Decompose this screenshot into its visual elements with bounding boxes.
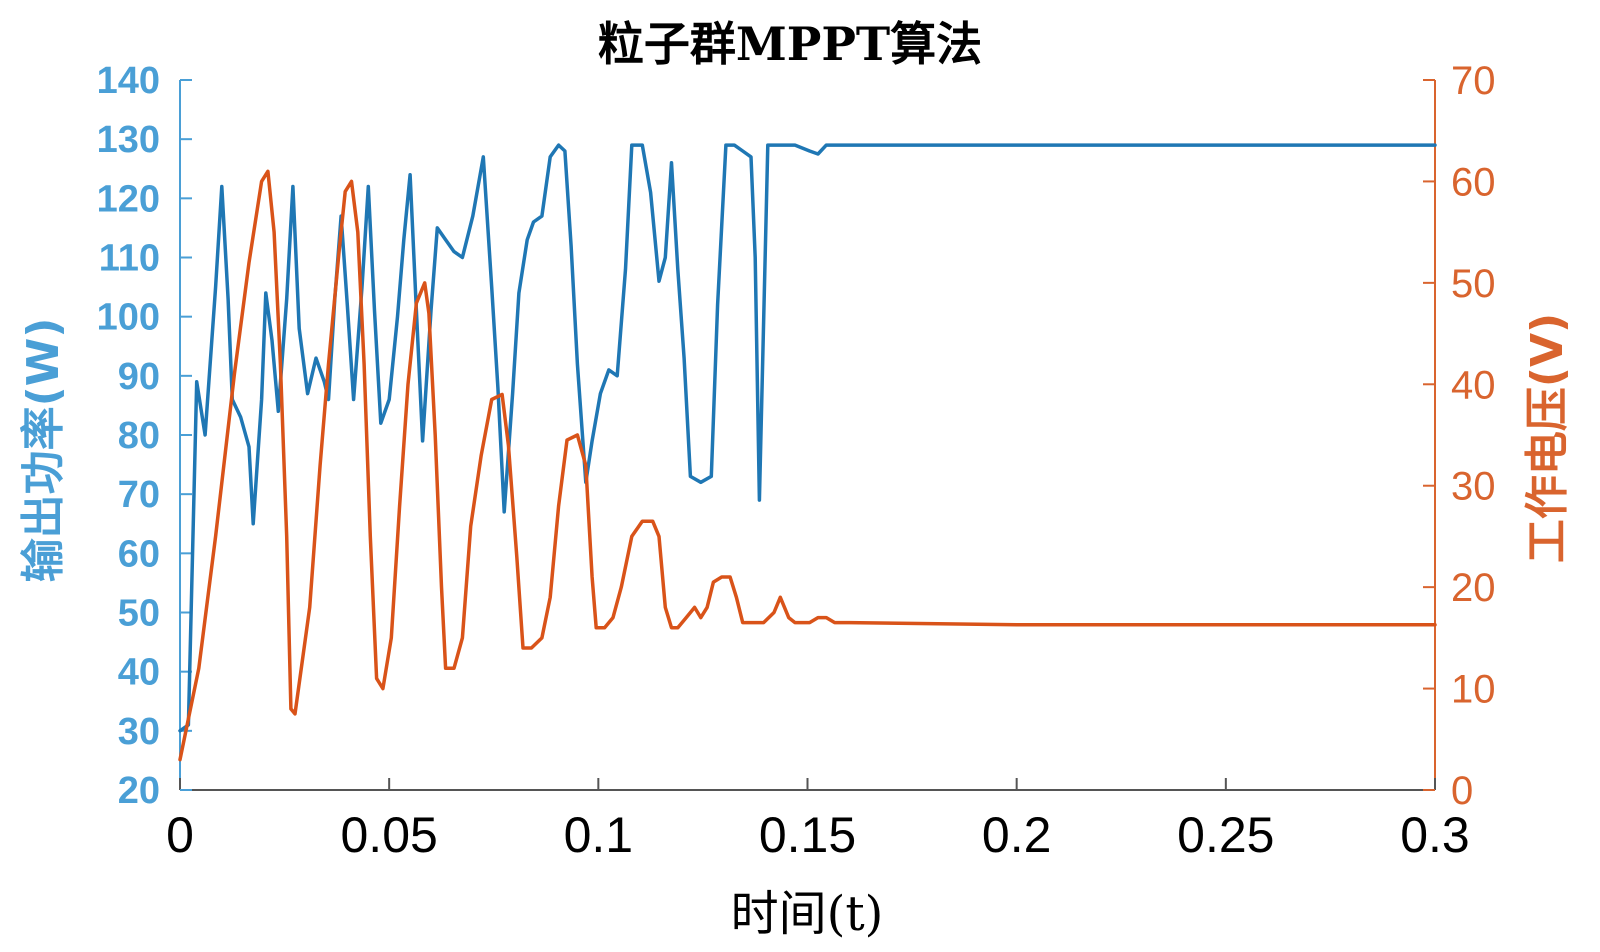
y-right-tick-label: 40 <box>1451 363 1496 407</box>
y-right-tick-label: 70 <box>1451 59 1496 103</box>
x-axis-label: 时间(t) <box>731 886 884 942</box>
y-left-tick-label: 100 <box>97 297 160 339</box>
y-left-tick-label: 50 <box>118 593 160 635</box>
x-tick-label: 0.15 <box>759 807 856 863</box>
power-series-line <box>178 143 1437 733</box>
y-left-tick-label: 70 <box>118 474 160 516</box>
x-tick-label: 0.2 <box>982 807 1052 863</box>
y-right-ticks: 0 10 20 30 40 50 60 70 <box>1423 59 1496 813</box>
x-tick-label: 0.05 <box>341 807 438 863</box>
y-right-tick-label: 20 <box>1451 566 1496 610</box>
y-left-tick-label: 90 <box>118 356 160 398</box>
series-layer <box>178 143 1437 762</box>
x-tick-label: 0.1 <box>564 807 634 863</box>
y-axis-right-label: 工作电压(V) <box>1522 313 1573 563</box>
x-tick-label: 0.25 <box>1177 807 1274 863</box>
voltage-series-line <box>178 169 1437 762</box>
y-left-tick-label: 60 <box>118 533 160 575</box>
x-ticks: 0 0.05 0.1 0.15 0.2 0.25 0.3 <box>166 778 1470 863</box>
y-left-ticks: 20 30 40 50 60 70 80 90 100 110 120 130 140 <box>97 60 192 812</box>
y-right-tick-label: 60 <box>1451 160 1496 204</box>
y-left-tick-label: 40 <box>118 652 160 694</box>
y-axis-left-label: 输出功率(W) <box>18 318 69 583</box>
y-right-tick-label: 50 <box>1451 262 1496 306</box>
y-left-tick-label: 80 <box>118 415 160 457</box>
x-tick-label: 0 <box>166 807 194 863</box>
y-left-tick-label: 110 <box>99 238 160 280</box>
y-left-tick-label: 130 <box>97 119 160 161</box>
y-left-tick-label: 30 <box>118 711 160 753</box>
y-left-tick-label: 20 <box>118 770 160 812</box>
y-right-tick-label: 0 <box>1451 769 1473 813</box>
y-right-tick-label: 10 <box>1451 668 1496 712</box>
y-right-tick-label: 30 <box>1451 465 1496 509</box>
x-tick-label: 0.3 <box>1400 807 1470 863</box>
chart-title: 粒子群MPPT算法 <box>598 17 982 71</box>
y-left-tick-label: 140 <box>97 60 160 102</box>
y-left-tick-label: 120 <box>97 178 160 220</box>
